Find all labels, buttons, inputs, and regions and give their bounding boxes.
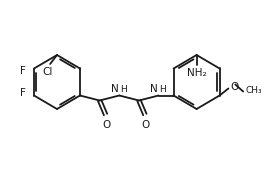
Text: O: O [142,120,150,129]
Text: F: F [20,65,26,76]
Text: H: H [120,84,127,94]
Text: Cl: Cl [42,67,52,77]
Text: N: N [111,83,118,94]
Text: O: O [230,82,239,91]
Text: F: F [20,89,26,98]
Text: N: N [150,83,158,94]
Text: CH₃: CH₃ [245,86,262,95]
Text: NH₂: NH₂ [187,68,206,78]
Text: O: O [102,120,111,129]
Text: H: H [160,84,166,94]
